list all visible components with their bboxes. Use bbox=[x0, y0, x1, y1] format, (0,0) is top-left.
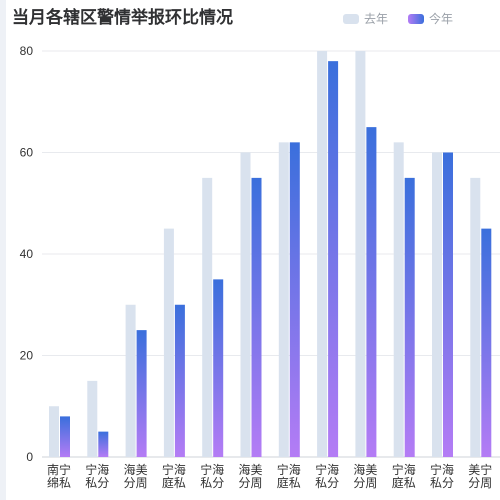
x-tick-label-9-line-0: 宁海 bbox=[392, 462, 416, 477]
bar-last-year-0 bbox=[49, 406, 59, 457]
x-tick-label-1-line-0: 宁海 bbox=[85, 462, 109, 477]
legend-label-this-year: 今年 bbox=[429, 12, 454, 26]
x-tick-label-3-line-1: 庭私 bbox=[162, 475, 186, 490]
x-tick-label-11-line-1: 分周 bbox=[468, 476, 492, 490]
x-tick-label-3-line-0: 宁海 bbox=[162, 462, 186, 477]
x-tick-label-7-line-0: 宁海 bbox=[315, 462, 339, 477]
x-tick-label-7-line-1: 私分 bbox=[315, 476, 339, 490]
bar-last-year-8 bbox=[355, 51, 366, 457]
x-tick-label-10-line-1: 私分 bbox=[430, 476, 454, 490]
bar-this-year-1 bbox=[98, 431, 109, 457]
chart-legend: 去年 今年 bbox=[343, 10, 453, 27]
bar-this-year-10 bbox=[443, 152, 453, 457]
y-tick-label-40: 40 bbox=[20, 247, 34, 261]
bar-last-year-1 bbox=[87, 380, 98, 457]
bar-last-year-7 bbox=[317, 51, 328, 457]
bar-last-year-5 bbox=[240, 152, 251, 457]
x-tick-label-8-line-0: 海美 bbox=[353, 462, 377, 477]
y-tick-label-80: 80 bbox=[20, 44, 34, 58]
legend-swatch-this-year bbox=[408, 13, 425, 24]
bar-this-year-9 bbox=[404, 177, 415, 457]
bar-this-year-0 bbox=[60, 416, 70, 457]
x-tick-label-1-line-1: 私分 bbox=[85, 476, 109, 490]
bar-last-year-10 bbox=[432, 152, 442, 457]
bar-this-year-6 bbox=[289, 142, 300, 457]
x-tick-label-2-line-0: 海美 bbox=[124, 462, 148, 477]
x-tick-label-5-line-1: 分周 bbox=[238, 476, 262, 490]
bar-last-year-4 bbox=[202, 177, 213, 457]
x-tick-label-2-line-1: 分周 bbox=[124, 476, 148, 490]
x-tick-label-0-line-0: 南宁 bbox=[47, 462, 71, 477]
x-tick-label-5-line-0: 海美 bbox=[238, 462, 262, 477]
x-tick-label-8-line-1: 分周 bbox=[353, 476, 377, 490]
legend-label-last-year: 去年 bbox=[364, 12, 389, 26]
bar-last-year-2 bbox=[125, 304, 136, 457]
x-tick-label-0-line-1: 绵私 bbox=[47, 476, 71, 490]
x-tick-label-6-line-0: 宁海 bbox=[277, 462, 301, 477]
bar-last-year-9 bbox=[393, 142, 404, 457]
bar-last-year-11 bbox=[470, 177, 481, 457]
y-tick-label-0: 0 bbox=[26, 450, 33, 464]
chart-title: 当月各辖区警情举报环比情况 bbox=[12, 8, 233, 28]
y-tick-label-20: 20 bbox=[20, 349, 34, 363]
bar-last-year-6 bbox=[278, 142, 289, 457]
bar-this-year-2 bbox=[136, 330, 147, 457]
bar-this-year-3 bbox=[174, 304, 185, 457]
bar-this-year-11 bbox=[481, 228, 492, 457]
x-tick-label-10-line-0: 宁海 bbox=[430, 462, 454, 477]
bar-this-year-8 bbox=[366, 127, 377, 457]
x-tick-label-11-line-0: 美宁 bbox=[468, 462, 492, 477]
x-tick-label-4-line-1: 私分 bbox=[200, 476, 224, 490]
y-tick-label-60: 60 bbox=[20, 146, 34, 160]
left-edge-strip bbox=[0, 0, 6, 500]
legend-item-last-year[interactable]: 去年 bbox=[343, 10, 388, 27]
legend-swatch-last-year bbox=[343, 13, 359, 24]
x-tick-label-9-line-1: 庭私 bbox=[392, 475, 416, 490]
bar-this-year-7 bbox=[328, 61, 339, 458]
x-tick-label-6-line-1: 庭私 bbox=[277, 475, 301, 490]
bar-this-year-4 bbox=[213, 279, 224, 457]
legend-item-this-year[interactable]: 今年 bbox=[408, 10, 453, 27]
bar-this-year-5 bbox=[251, 177, 262, 457]
bar-last-year-3 bbox=[163, 228, 174, 457]
x-tick-label-4-line-0: 宁海 bbox=[200, 462, 224, 477]
